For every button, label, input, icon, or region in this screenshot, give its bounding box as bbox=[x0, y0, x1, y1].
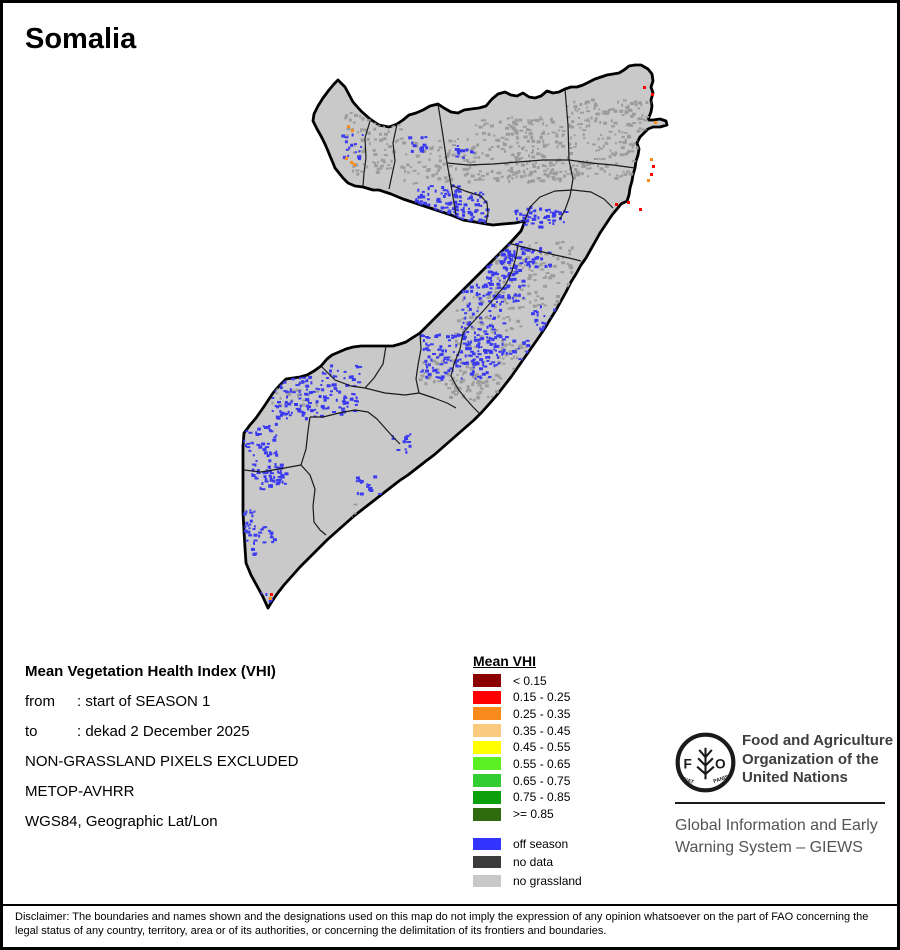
disclaimer-text: Disclaimer: The boundaries and names sho… bbox=[15, 911, 869, 937]
info-heading: Mean Vegetation Health Index (VHI) bbox=[25, 663, 276, 680]
legend-swatch bbox=[473, 707, 501, 721]
legend-row: 0.65 - 0.75 bbox=[473, 773, 571, 788]
legend-row: 0.75 - 0.85 bbox=[473, 790, 571, 805]
legend-label: 0.45 - 0.55 bbox=[513, 740, 571, 755]
legend-label: 0.65 - 0.75 bbox=[513, 773, 571, 788]
somalia-map bbox=[241, 63, 669, 610]
wheat-icon bbox=[696, 747, 715, 780]
svg-text:PANIS: PANIS bbox=[713, 774, 730, 785]
legend-row: off season bbox=[473, 837, 582, 851]
legend-swatch bbox=[473, 838, 501, 850]
info-label: to bbox=[25, 723, 38, 740]
info-value: : dekad 2 December 2025 bbox=[77, 723, 250, 740]
svg-text:FIAT: FIAT bbox=[682, 777, 695, 786]
legend-swatch bbox=[473, 757, 501, 771]
low-vhi-pixels bbox=[269, 86, 657, 600]
giews-line: Global Information and Early bbox=[675, 817, 878, 834]
org-line: Organization of the bbox=[742, 750, 879, 768]
legend-classes: < 0.15 0.15 - 0.25 0.25 - 0.35 0.35 - 0.45 0… bbox=[473, 674, 570, 824]
legend-row: 0.45 - 0.55 bbox=[473, 740, 571, 755]
fao-logo: F O FIAT PANIS bbox=[675, 732, 736, 793]
fao-org-name: Food and Agriculture Organization of the… bbox=[742, 732, 893, 788]
legend-swatch bbox=[473, 790, 501, 804]
legend-label: 0.55 - 0.65 bbox=[513, 756, 571, 771]
svg-text:O: O bbox=[715, 756, 726, 771]
legend-swatch bbox=[473, 674, 501, 687]
org-line: United Nations bbox=[742, 769, 848, 787]
legend-swatch bbox=[473, 856, 501, 869]
legend-label: 0.15 - 0.25 bbox=[513, 690, 571, 705]
legend-row: 0.35 - 0.45 bbox=[473, 723, 571, 738]
legend-swatch bbox=[473, 774, 501, 788]
legend-label: 0.25 - 0.35 bbox=[513, 706, 571, 721]
map-info-block: Mean Vegetation Health Index (VHI) from:… bbox=[25, 657, 298, 837]
legend-label: 0.75 - 0.85 bbox=[513, 790, 571, 805]
legend-label: >= 0.85 bbox=[513, 807, 554, 821]
legend-row: 0.15 - 0.25 bbox=[473, 690, 571, 705]
legend-swatch bbox=[473, 740, 501, 754]
info-value: : start of SEASON 1 bbox=[77, 693, 211, 710]
region-boundaries bbox=[243, 88, 636, 536]
legend-row: < 0.15 bbox=[473, 673, 570, 688]
legend-row: no grassland bbox=[473, 873, 582, 888]
giews-line: Warning System – GIEWS bbox=[675, 838, 863, 856]
legend-extras: off season no data no grassland bbox=[473, 837, 582, 893]
info-label: from bbox=[25, 693, 55, 710]
legend-label: 0.35 - 0.45 bbox=[513, 723, 571, 738]
info-line-sensor: METOP-AVHRR bbox=[25, 783, 135, 800]
disclaimer-divider bbox=[3, 904, 897, 906]
legend-row: 0.55 - 0.65 bbox=[473, 756, 571, 771]
info-line-projection: WGS84, Geographic Lat/Lon bbox=[25, 813, 218, 830]
legend-swatch bbox=[473, 690, 501, 704]
legend-row: >= 0.85 bbox=[473, 807, 570, 821]
legend-label: no grassland bbox=[513, 873, 582, 888]
info-line-from: from : start of SEASON 1 bbox=[25, 687, 298, 717]
legend-label: no data bbox=[513, 855, 554, 870]
org-line: Food and Agriculture bbox=[742, 732, 894, 749]
legend-swatch bbox=[473, 874, 501, 887]
legend-row: 0.25 - 0.35 bbox=[473, 706, 571, 721]
info-line-mask: NON-GRASSLAND PIXELS EXCLUDED bbox=[25, 753, 299, 770]
info-line-to: to : dekad 2 December 2025 bbox=[25, 717, 298, 747]
legend-label: < 0.15 bbox=[513, 673, 547, 688]
svg-text:F: F bbox=[683, 756, 691, 771]
footer-divider bbox=[675, 802, 885, 804]
legend-row: no data bbox=[473, 855, 582, 870]
legend-title: Mean VHI bbox=[473, 653, 537, 669]
giews-name: Global Information and Early Warning Sys… bbox=[675, 815, 878, 858]
legend-label: off season bbox=[513, 837, 569, 851]
legend-swatch bbox=[473, 724, 501, 738]
page-title: Somalia bbox=[25, 23, 137, 55]
legend-swatch bbox=[473, 807, 501, 821]
